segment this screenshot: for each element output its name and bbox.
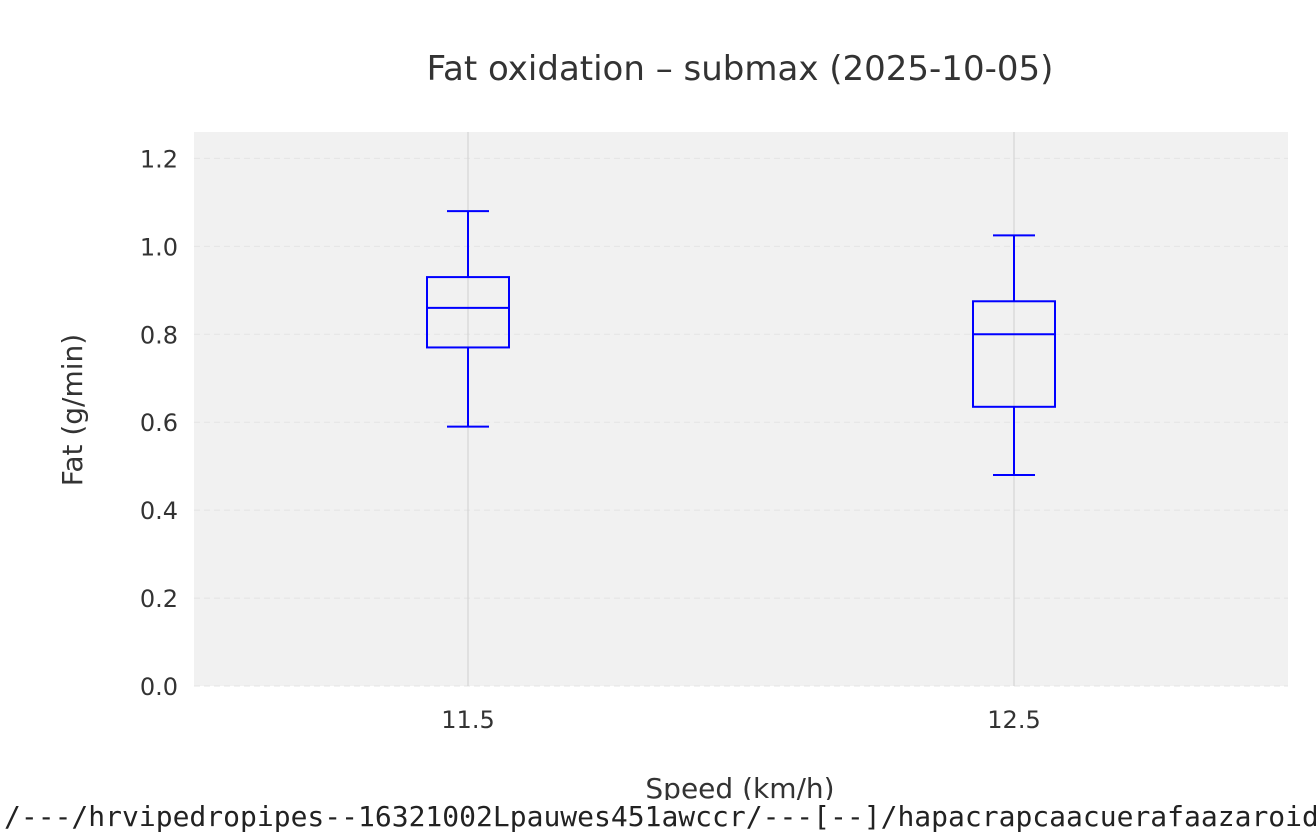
y-tick-label: 0.2 — [140, 585, 178, 613]
y-tick-label: 0.0 — [140, 673, 178, 701]
plot-area — [194, 132, 1288, 686]
y-tick-label: 0.4 — [140, 497, 178, 525]
iqr-box — [426, 276, 510, 349]
fat-oxidation-box-chart: Fat oxidation – submax (2025-10-05) 0.00… — [56, 49, 1288, 800]
x-axis-label: Speed (km/h) — [645, 772, 834, 800]
y-tick-label: 0.6 — [140, 409, 178, 437]
x-tick-label: 11.5 — [441, 706, 494, 734]
box-plot-12-5 — [972, 234, 1056, 476]
box-series — [426, 210, 1056, 476]
x-axis-ticks: 11.5 12.5 — [441, 706, 1040, 734]
footer-path-text: /---/hrvipedropipes--16321002Lpauwes451a… — [4, 800, 1316, 832]
x-tick-label: 12.5 — [987, 706, 1040, 734]
y-tick-label: 1.0 — [140, 233, 178, 261]
box-plot-11-5 — [426, 210, 510, 428]
chart-title: Fat oxidation – submax (2025-10-05) — [427, 49, 1054, 89]
iqr-box — [972, 300, 1056, 408]
y-tick-label: 1.2 — [140, 145, 178, 173]
y-axis-ticks: 0.0 0.2 0.4 0.6 0.8 1.0 1.2 — [140, 145, 178, 701]
y-axis-label: Fat (g/min) — [56, 334, 89, 486]
y-tick-label: 0.8 — [140, 321, 178, 349]
